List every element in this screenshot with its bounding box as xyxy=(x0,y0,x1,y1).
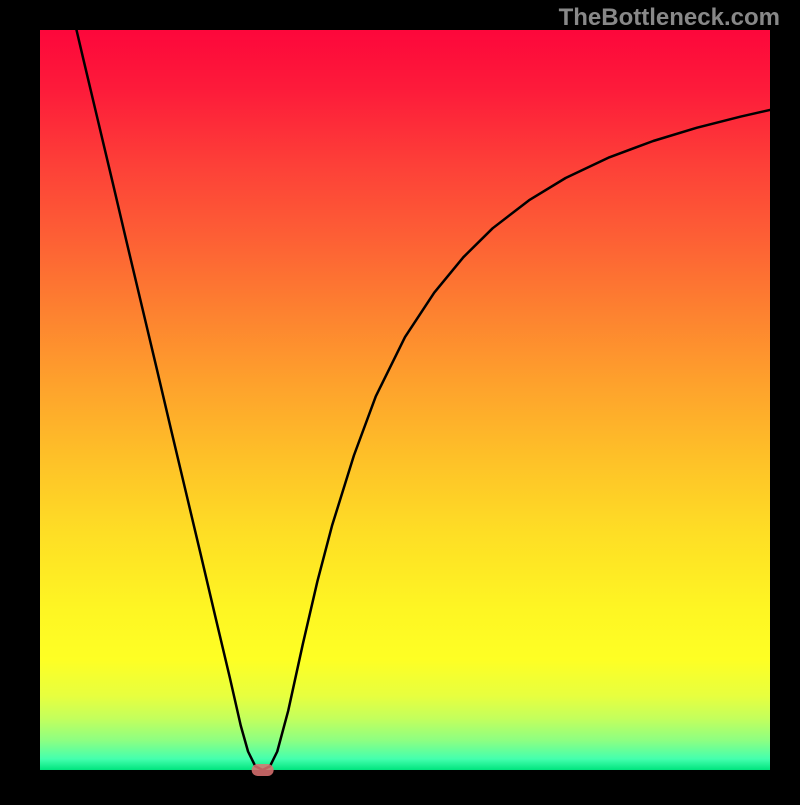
optimal-point-marker xyxy=(252,764,274,776)
bottleneck-chart xyxy=(0,0,800,800)
plot-gradient-bg xyxy=(40,30,770,770)
watermark-text: TheBottleneck.com xyxy=(559,4,780,32)
chart-container xyxy=(0,0,800,800)
